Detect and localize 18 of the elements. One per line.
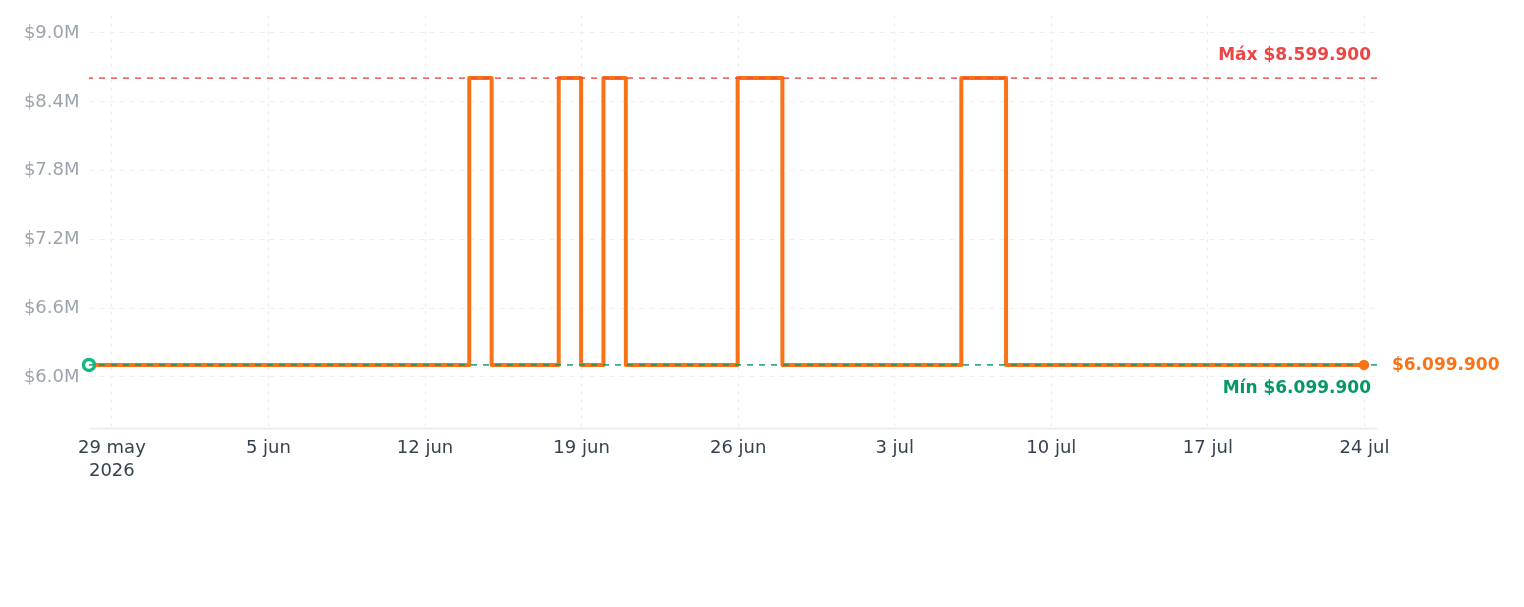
x-tick-label: 12 jun <box>396 435 454 457</box>
x-tick-label: 17 jul <box>1182 435 1233 457</box>
y-tick-label: $7.2M <box>23 227 80 249</box>
y-tick-label: $8.4M <box>23 89 80 111</box>
x-tick-label: 3 jul <box>875 435 915 457</box>
x-tick-label: 29 may 2026 <box>77 435 147 480</box>
ref-line-label: Mín $6.099.900 <box>1222 376 1372 397</box>
y-tick-label: $7.8M <box>23 158 80 180</box>
y-tick-label: $6.0M <box>23 364 80 386</box>
y-tick-label: $6.6M <box>23 296 80 318</box>
x-tick-label: 19 jun <box>553 435 610 457</box>
ref-line-label: Máx $8.599.900 <box>1218 44 1372 65</box>
x-tick-label: 26 jun <box>709 435 767 457</box>
x-tick-label: 5 jun <box>245 435 291 457</box>
y-tick-label: $9.0M <box>23 20 80 42</box>
x-tick-label: 24 jul <box>1339 435 1390 457</box>
x-tick-label: 10 jul <box>1026 435 1077 457</box>
annotation: $6.099.900 <box>1391 353 1500 374</box>
